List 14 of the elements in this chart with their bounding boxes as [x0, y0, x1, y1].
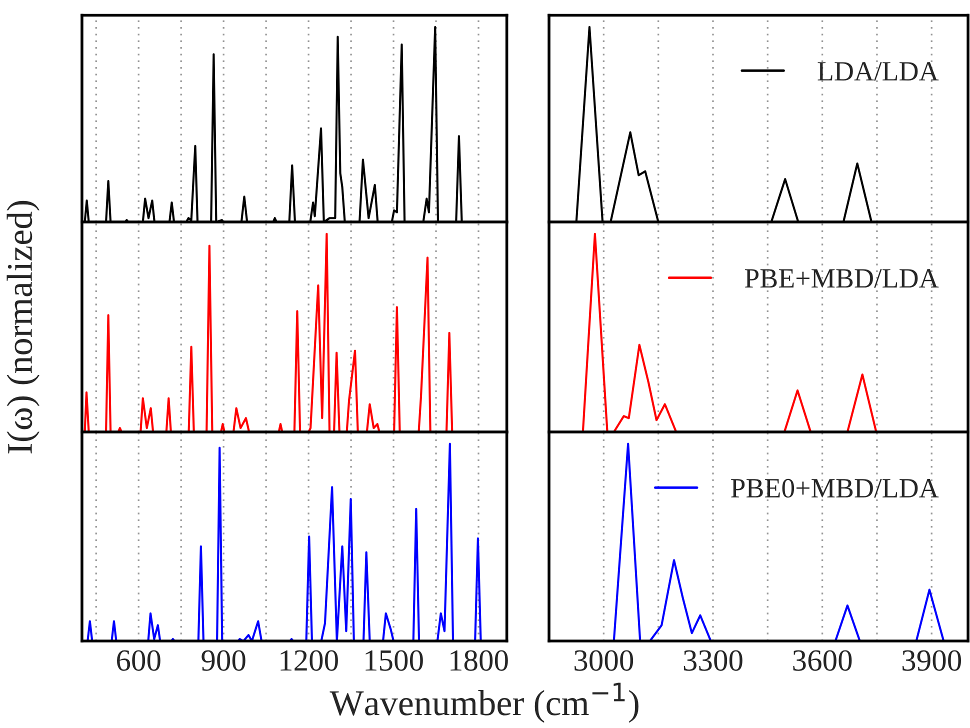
- x-tick-label: 1200: [280, 650, 338, 671]
- x-axis-title: Wavenumber (cm$^{−1}$): [330, 682, 638, 723]
- x-tick-label: 1500: [366, 650, 423, 671]
- legend-label: LDA/LDA: [818, 62, 939, 81]
- x-tick-label: 3600: [793, 650, 852, 671]
- x-tick-label: 600: [117, 650, 160, 671]
- x-tick-label: 3300: [684, 650, 742, 671]
- legend-label: PBE0+MBD/LDA: [731, 478, 939, 498]
- legend-label: PBE+MBD/LDA: [744, 269, 939, 288]
- y-axis-title: I(ω) (normalized): [6, 200, 40, 454]
- x-tick-label: 3000: [574, 650, 634, 671]
- x-tick-label: 1800: [450, 650, 508, 671]
- x-tick-label: 900: [202, 650, 246, 671]
- x-tick-label: 3900: [902, 650, 962, 671]
